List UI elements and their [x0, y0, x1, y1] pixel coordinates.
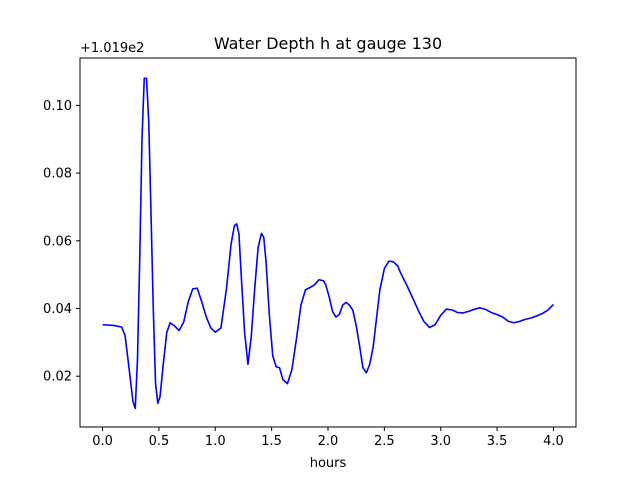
- y-tick-label-2: 0.06: [43, 234, 72, 249]
- x-tick-label-5: 2.5: [374, 434, 395, 449]
- x-tick-label-1: 0.5: [149, 434, 170, 449]
- y-tick-label-0: 0.02: [43, 370, 72, 385]
- x-tick-label-6: 3.0: [430, 434, 451, 449]
- x-tick-label-2: 1.0: [205, 434, 226, 449]
- x-tick-label-7: 3.5: [487, 434, 508, 449]
- x-tick-label-0: 0.0: [92, 434, 113, 449]
- x-tick-label-3: 1.5: [261, 434, 282, 449]
- x-axis-title: hours: [310, 456, 347, 471]
- x-tick-label-8: 4.0: [543, 434, 564, 449]
- y-tick-label-3: 0.08: [43, 167, 72, 182]
- chart-title: Water Depth h at gauge 130: [214, 34, 442, 53]
- series-line-0: [102, 77, 555, 410]
- plot-area: 0.0 0.5 1.0 1.5 2.0 2.5 3.0 3.5 4.0 0.02 0.04 0.06 0…: [43, 57, 577, 449]
- y-tick-label-1: 0.04: [43, 302, 72, 317]
- y-tick-label-4: 0.10: [43, 99, 72, 114]
- x-tick-label-4: 2.0: [318, 434, 339, 449]
- y-offset-label: +1.019e2: [80, 41, 144, 56]
